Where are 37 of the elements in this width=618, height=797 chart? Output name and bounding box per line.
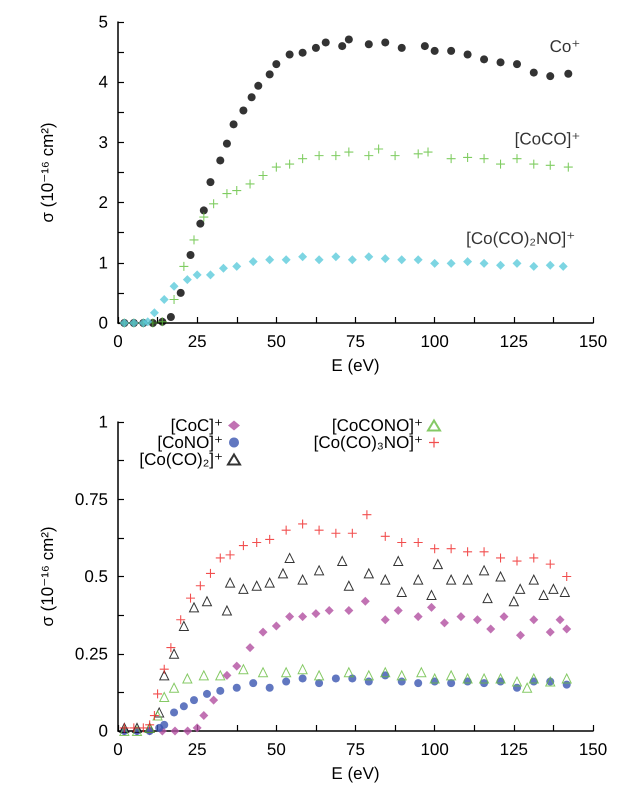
y-tick-label: 0 — [98, 314, 108, 332]
y-tick-label: 0.75 — [74, 490, 108, 509]
legend-label: [Co(CO)₂]⁺ — [139, 450, 223, 469]
x-tick-label: 125 — [500, 740, 528, 759]
y-tick-label: 1 — [98, 253, 108, 272]
y-tick-label: 0.5 — [84, 567, 108, 586]
x-tick-label: 0 — [113, 740, 123, 759]
x-tick-label: 150 — [578, 740, 608, 759]
x-tick-label: 75 — [346, 740, 365, 759]
x-tick-label: 0 — [113, 332, 123, 351]
x-axis-title: E (eV) — [331, 356, 380, 375]
x-tick-label: 50 — [266, 332, 286, 351]
x-tick-label: 100 — [420, 332, 449, 351]
legend-label: [CoNO]⁺ — [157, 433, 223, 452]
y-tick-label: 4 — [98, 72, 108, 92]
x-tick-label: 25 — [188, 740, 207, 759]
y-axis-title: σ (10⁻¹⁶ cm²) — [38, 526, 57, 627]
x-tick-label: 75 — [346, 332, 365, 351]
series-label: [CoCO]⁺ — [514, 130, 580, 149]
y-tick-label: 1 — [98, 412, 108, 432]
series-label: [Co(CO)₂NO]⁺ — [466, 228, 576, 248]
x-tick-label: 50 — [266, 740, 286, 759]
x-tick-label: 125 — [500, 332, 528, 351]
y-tick-label: 0.25 — [74, 644, 108, 664]
legend-label: [CoC]⁺ — [170, 416, 223, 435]
y-tick-label: 3 — [98, 132, 108, 152]
y-tick-label: 5 — [98, 12, 108, 32]
x-axis-title: E (eV) — [331, 764, 380, 783]
x-tick-label: 150 — [578, 332, 608, 351]
y-tick-label: 0 — [98, 722, 108, 740]
x-tick-label: 25 — [188, 332, 207, 351]
legend-label: [CoCONO]⁺ — [332, 416, 423, 435]
x-tick-label: 100 — [420, 740, 449, 759]
legend-label: [Co(CO)₃NO]⁺ — [314, 433, 423, 452]
y-axis-title: σ (10⁻¹⁶ cm²) — [38, 122, 57, 223]
series-label: Co⁺ — [550, 36, 580, 56]
y-tick-label: 2 — [98, 193, 108, 212]
